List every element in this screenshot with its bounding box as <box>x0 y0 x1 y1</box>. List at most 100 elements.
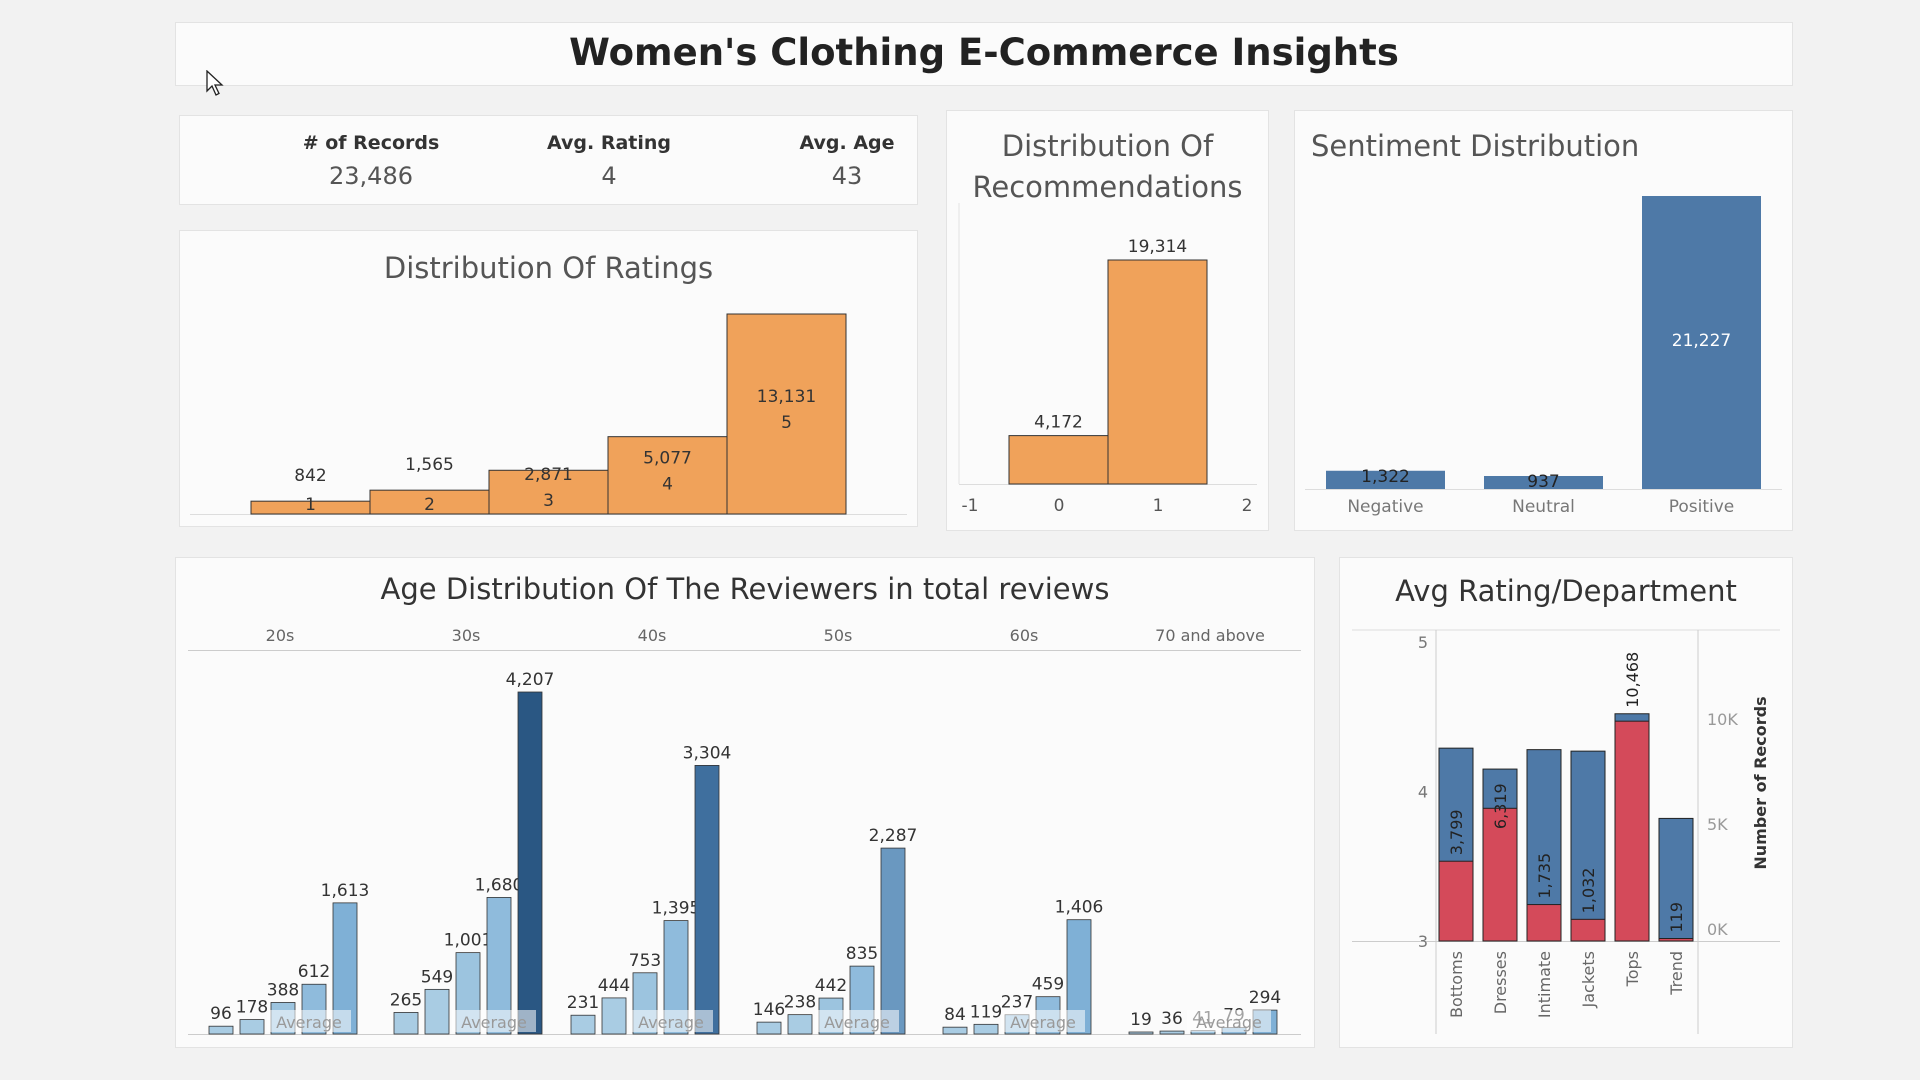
dept-category-label: Trend <box>1667 951 1686 996</box>
age-value-label: 1,395 <box>652 899 701 919</box>
dept-record-label: 1,032 <box>1579 868 1598 914</box>
ratings-value-label: 13,131 <box>757 387 816 407</box>
recommend-x-tick: 1 <box>1153 496 1164 516</box>
age-value-label: 442 <box>815 976 847 996</box>
ratings-value-label: 5,077 <box>643 448 692 468</box>
avg-age-label: Avg. Age <box>799 132 895 154</box>
header-panel: Women's Clothing E-Commerce Insights <box>175 22 1793 86</box>
age-value-label: 444 <box>598 976 630 996</box>
dept-record-label: 3,799 <box>1447 809 1466 855</box>
sentiment-value-label: 937 <box>1527 472 1559 492</box>
age-average-label: Average <box>824 1013 890 1032</box>
age-average-band <box>629 1010 713 1032</box>
ratings-category-label: 5 <box>781 413 792 433</box>
age-bar <box>239 1019 265 1035</box>
sentiment-title: Sentiment Distribution <box>1311 129 1640 163</box>
age-value-label: 1,680 <box>475 875 524 895</box>
age-group-label: 30s <box>452 626 481 645</box>
age-bar <box>1128 1031 1154 1035</box>
age-average-label: Average <box>276 1013 342 1032</box>
sentiment-bar <box>1326 470 1445 489</box>
avg-rating-value: 4 <box>601 162 617 190</box>
ratings-panel: Distribution Of Ratings 842 1 1,565 2 2,871 3… <box>179 230 918 527</box>
age-panel: Age Distribution Of The Reviewers in tot… <box>175 557 1315 1048</box>
recommend-title-line2: Recommendations <box>972 170 1243 204</box>
age-average-label: Average <box>1196 1013 1262 1032</box>
dept-category-label: Tops <box>1623 951 1642 987</box>
dept-right-tick: 5K <box>1707 815 1728 834</box>
age-bar <box>601 997 627 1035</box>
age-value-label: 265 <box>390 990 422 1010</box>
dept-left-tick: 3 <box>1418 932 1428 951</box>
dept-bar-front <box>1658 938 1694 942</box>
age-value-label: 2,287 <box>869 826 918 846</box>
age-value-label: 835 <box>846 944 878 964</box>
ratings-chart: 842 1 1,565 2 2,871 3 5,077 4 13,131 5 <box>190 313 907 515</box>
ratings-category-label: 3 <box>543 491 554 511</box>
sentiment-bar <box>1484 476 1603 489</box>
age-value-label: 388 <box>267 980 299 1000</box>
age-bar <box>208 1025 234 1035</box>
age-bar <box>570 1014 596 1035</box>
dept-record-label: 6,319 <box>1491 783 1510 829</box>
sentiment-category-label: Negative <box>1347 497 1423 517</box>
dept-bar-front <box>1438 860 1474 942</box>
age-value-label: 459 <box>1032 975 1064 995</box>
sentiment-value-label: 21,227 <box>1672 331 1731 351</box>
ratings-title: Distribution Of Ratings <box>383 251 714 285</box>
sentiment-value-label: 1,322 <box>1361 467 1410 487</box>
age-bar <box>756 1021 782 1035</box>
recommend-x-tick: 2 <box>1242 496 1253 516</box>
age-bar <box>517 691 543 1035</box>
age-group-label: 70 and above <box>1155 626 1265 645</box>
dept-bar-front <box>1614 720 1650 942</box>
ratings-bar <box>726 313 847 515</box>
recommend-bar <box>1008 435 1109 485</box>
dept-title: Avg Rating/Department <box>1395 574 1737 608</box>
age-value-label: 146 <box>753 1000 785 1020</box>
dept-bar-front <box>1526 904 1562 942</box>
age-bar <box>787 1014 813 1035</box>
age-bar <box>942 1026 968 1035</box>
ratings-value-label: 842 <box>294 466 326 486</box>
sentiment-category-label: Neutral <box>1512 497 1575 517</box>
age-bar <box>973 1023 999 1035</box>
age-value-label: 36 <box>1161 1009 1183 1029</box>
ratings-category-label: 2 <box>424 495 435 515</box>
age-value-label: 96 <box>210 1004 232 1024</box>
age-bar <box>880 847 906 1035</box>
ratings-category-label: 4 <box>662 474 673 494</box>
age-value-label: 4,207 <box>506 670 555 690</box>
dept-record-label: 1,735 <box>1535 853 1554 899</box>
age-average-band <box>452 1010 536 1032</box>
avg-rating-label: Avg. Rating <box>546 132 672 154</box>
recommend-value-label: 19,314 <box>1128 237 1187 257</box>
ratings-value-label: 2,871 <box>524 465 573 485</box>
age-value-label: 178 <box>236 998 268 1018</box>
dept-bar-front <box>1482 807 1518 942</box>
age-value-label: 84 <box>944 1005 966 1025</box>
age-average-label: Average <box>1010 1013 1076 1032</box>
dept-category-label: Dresses <box>1491 951 1510 1014</box>
age-group-label: 50s <box>824 626 853 645</box>
age-average-band <box>1187 1010 1271 1032</box>
age-average-label: Average <box>461 1013 527 1032</box>
dept-record-label: 10,468 <box>1623 652 1642 708</box>
sentiment-chart: 1,322 Negative 937 Neutral 21,227 Positive <box>1305 196 1782 517</box>
age-group-label: 20s <box>266 626 295 645</box>
age-value-label: 612 <box>298 962 330 982</box>
sentiment-bar <box>1642 196 1761 489</box>
sentiment-panel: Sentiment Distribution 1,322 Negative 937 N… <box>1294 110 1793 531</box>
age-value-label: 549 <box>421 967 453 987</box>
recommend-value-label: 4,172 <box>1034 413 1083 433</box>
recommend-x-tick: -1 <box>962 496 979 516</box>
recommend-x-tick: 0 <box>1054 496 1065 516</box>
age-value-label: 1,406 <box>1055 898 1104 918</box>
records-label: # of Records <box>302 132 440 154</box>
dept-right-axis-title: Number of Records <box>1751 696 1770 869</box>
age-value-label: 231 <box>567 993 599 1013</box>
dept-right-tick: 10K <box>1707 710 1738 729</box>
age-bar <box>694 765 720 1035</box>
dept-panel: Avg Rating/Department 3 4 5 0K 5K 10K Number o… <box>1339 557 1793 1048</box>
kpi-panel: # of Records 23,486 Avg. Rating 4 Avg. A… <box>179 115 918 205</box>
